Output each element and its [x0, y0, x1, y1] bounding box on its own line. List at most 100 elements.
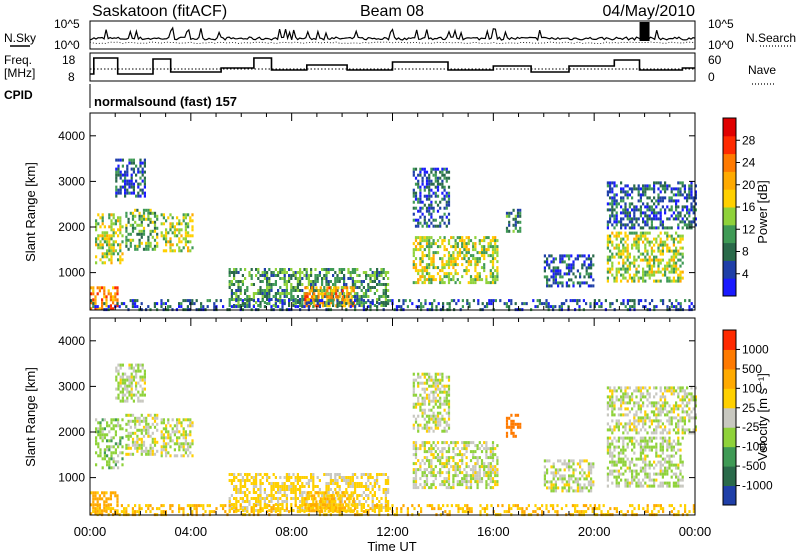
- heatmap-cell: [354, 292, 357, 295]
- heatmap-cell: [119, 381, 122, 385]
- heatmap-cell: [637, 217, 640, 221]
- heatmap-cell: [480, 248, 484, 252]
- heatmap-cell: [237, 289, 240, 292]
- heatmap-cell: [142, 419, 146, 423]
- heatmap-cell: [169, 246, 172, 250]
- heatmap-cell: [469, 468, 473, 472]
- heatmap-cell: [642, 276, 645, 280]
- heatmap-cell: [117, 170, 120, 174]
- heatmap-cell: [631, 279, 634, 283]
- heatmap-cell: [430, 203, 433, 207]
- heatmap-cell: [337, 491, 340, 495]
- heatmap-cell: [486, 305, 489, 309]
- heatmap-cell: [125, 241, 128, 245]
- heatmap-cell: [598, 305, 601, 309]
- heatmap-cell: [263, 506, 266, 509]
- heatmap-cell: [116, 512, 119, 516]
- heatmap-cell: [494, 239, 497, 243]
- heatmap-cell: [463, 453, 466, 457]
- heatmap-cell: [367, 299, 370, 303]
- heatmap-cell: [349, 271, 352, 274]
- heatmap-cell: [483, 251, 486, 255]
- heatmap-cell: [110, 436, 113, 440]
- heatmap-cell: [316, 503, 319, 506]
- heatmap-cell: [338, 280, 341, 283]
- heatmap-cell: [141, 390, 144, 394]
- heatmap-cell: [626, 442, 629, 446]
- heatmap-cell: [633, 243, 636, 247]
- heatmap-cell: [103, 454, 106, 458]
- heatmap-cell: [644, 255, 647, 259]
- heatmap-cell: [112, 231, 115, 235]
- heatmap-cell: [420, 305, 423, 309]
- heatmap-cell: [579, 471, 582, 475]
- heatmap-cell: [184, 436, 187, 440]
- heatmap-cell: [382, 473, 385, 476]
- heatmap-cell: [487, 456, 490, 460]
- heatmap-cell: [414, 480, 418, 484]
- heatmap-cell: [443, 420, 446, 424]
- heatmap-cell: [261, 280, 264, 283]
- heatmap-cell: [414, 477, 418, 481]
- heatmap-cell: [99, 225, 102, 229]
- heatmap-cell: [454, 441, 457, 445]
- heatmap-cell: [430, 378, 433, 382]
- heatmap-cell: [428, 375, 431, 379]
- heatmap-cell: [637, 442, 640, 446]
- heatmap-cell: [412, 444, 415, 448]
- heatmap-cell: [165, 430, 168, 434]
- heatmap-cell: [474, 462, 477, 466]
- heatmap-cell: [425, 197, 429, 201]
- heatmap-cell: [430, 179, 433, 183]
- heatmap-cell: [461, 459, 464, 463]
- noise-left-label: N.Sky: [4, 31, 36, 45]
- heatmap-cell: [127, 232, 130, 236]
- heatmap-cell: [106, 231, 109, 235]
- heatmap-cell: [639, 451, 642, 455]
- heatmap-cell: [512, 431, 515, 435]
- heatmap-cell: [142, 434, 146, 438]
- heatmap-cell: [351, 485, 354, 488]
- heatmap-cell: [565, 489, 568, 493]
- heatmap-cell: [307, 305, 310, 309]
- heatmap-cell: [228, 497, 231, 500]
- heatmap-cell: [248, 491, 251, 494]
- heatmap-cell: [354, 491, 357, 494]
- heatmap-cell: [576, 486, 579, 490]
- heatmap-cell: [92, 503, 95, 507]
- heatmap-cell: [439, 402, 442, 406]
- heatmap-cell: [135, 375, 138, 379]
- heatmap-cell: [675, 255, 678, 259]
- heatmap-cell: [153, 223, 157, 227]
- heatmap-cell: [494, 480, 497, 484]
- heatmap-cell: [561, 462, 564, 466]
- heatmap-cell: [343, 479, 346, 482]
- heatmap-cell: [103, 286, 106, 290]
- heatmap-cell: [325, 485, 328, 488]
- heatmap-cell: [624, 190, 627, 194]
- heatmap-cell: [352, 500, 355, 504]
- heatmap-cell: [334, 488, 337, 491]
- heatmap-cell: [496, 459, 499, 463]
- heatmap-cell: [332, 283, 335, 286]
- heatmap-cell: [274, 482, 277, 485]
- heatmap-cell: [124, 399, 127, 403]
- heatmap-cell: [650, 258, 653, 262]
- heatmap-cell: [299, 268, 302, 271]
- heatmap-cell: [650, 226, 653, 230]
- heatmap-cell: [633, 478, 636, 482]
- heatmap-cell: [310, 280, 313, 283]
- heatmap-cell: [620, 451, 623, 455]
- heatmap-cell: [189, 418, 192, 422]
- heatmap-cell: [474, 281, 477, 285]
- heatmap-cell: [633, 237, 636, 241]
- heatmap-cell: [554, 489, 557, 493]
- heatmap-cell: [624, 205, 627, 209]
- heatmap-cell: [561, 275, 564, 279]
- heatmap-cell: [430, 281, 433, 285]
- heatmap-cell: [428, 179, 431, 183]
- heatmap-cell: [305, 274, 308, 277]
- heatmap-cell: [631, 305, 634, 309]
- heatmap-cell: [425, 441, 429, 445]
- heatmap-cell: [244, 277, 247, 280]
